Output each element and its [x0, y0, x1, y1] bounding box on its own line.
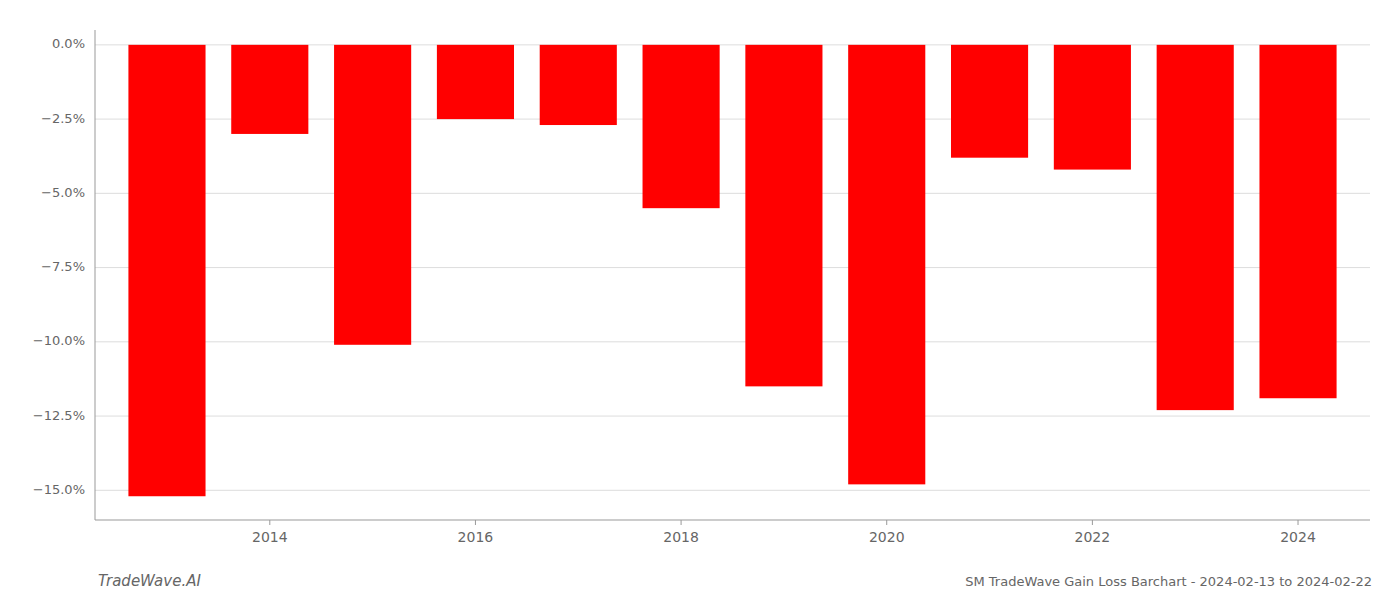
bar [745, 45, 822, 387]
bar [643, 45, 720, 208]
grid-line [95, 416, 1370, 417]
chart: 0.0% −2.5% −5.0% −7.5% −10.0% −12.5% −15.0% 201… [0, 0, 1400, 600]
bar [951, 45, 1028, 158]
x-tick-label: 2018 [663, 529, 699, 545]
x-tick-label: 2020 [869, 529, 905, 545]
y-tick-label: −15.0% [33, 482, 85, 497]
y-axis-line [95, 30, 96, 520]
y-tick-label: −12.5% [33, 408, 85, 423]
chart-container: 0.0% −2.5% −5.0% −7.5% −10.0% −12.5% −15.0% 201… [0, 0, 1400, 600]
bar [334, 45, 411, 345]
watermark: TradeWave.AI [98, 572, 201, 590]
grid [95, 45, 1370, 490]
y-tick-label: −10.0% [33, 333, 85, 348]
x-tick-label: 2016 [458, 529, 494, 545]
y-tick-label: −2.5% [41, 111, 85, 126]
x-tick [1298, 520, 1299, 525]
bar [437, 45, 514, 119]
title: SM TradeWave Gain Loss Barchart - 2024-0… [965, 574, 1372, 589]
bar [1157, 45, 1234, 410]
bar [231, 45, 308, 134]
bar [540, 45, 617, 125]
grid-line [95, 490, 1370, 491]
bar [1259, 45, 1336, 398]
bar [128, 45, 205, 496]
x-tick-label: 2014 [252, 529, 288, 545]
x-axis-line [95, 519, 1370, 520]
x-tick [886, 520, 887, 525]
x-tick [1092, 520, 1093, 525]
x-tick-label: 2024 [1280, 529, 1316, 545]
y-tick-label: 0.0% [52, 36, 85, 51]
y-tick-label: −5.0% [41, 185, 85, 200]
x-tick [475, 520, 476, 525]
bar [1054, 45, 1131, 170]
bar [848, 45, 925, 485]
y-tick-label: −7.5% [41, 259, 85, 274]
x-tick [681, 520, 682, 525]
x-tick [269, 520, 270, 525]
x-tick-label: 2022 [1075, 529, 1111, 545]
bars [128, 45, 1336, 496]
